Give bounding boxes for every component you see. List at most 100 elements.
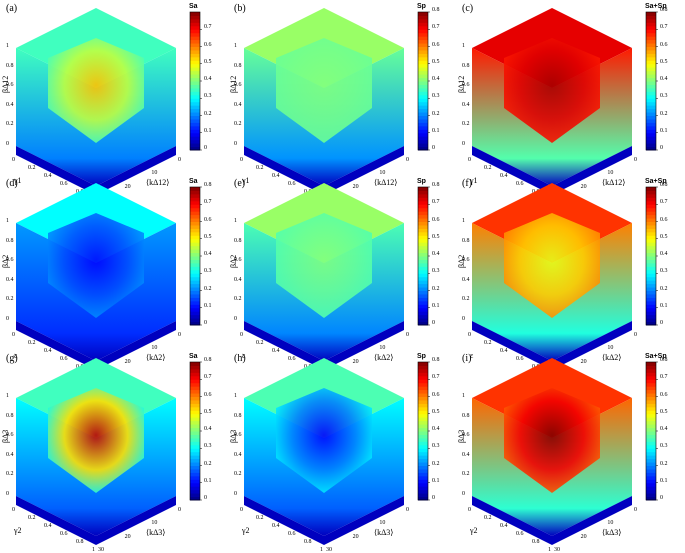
colorbar-segment xyxy=(418,372,428,377)
colorbar-segment xyxy=(190,32,200,37)
colorbar-segment xyxy=(418,458,428,463)
colorbar-segment xyxy=(190,98,200,103)
colorbar-title: Sa xyxy=(189,178,198,185)
colorbar-segment xyxy=(190,224,200,229)
cube-center-region xyxy=(504,213,600,318)
panel-h: 0 0.1 0.2 0.3 0.4 0.5 0.6 0.7 0.8 (h) Sp 0 0.2 0.4 0.6… xyxy=(228,350,456,553)
y-tick-label: 0.4 xyxy=(272,173,280,179)
colorbar-tick-label: 0.1 xyxy=(204,477,212,484)
cube-bottom-band-right xyxy=(552,321,632,370)
colorbar-segment xyxy=(190,84,200,89)
colorbar-segment xyxy=(190,479,200,484)
colorbar-segment xyxy=(646,489,656,494)
colorbar-segment xyxy=(646,132,656,137)
colorbar-segment xyxy=(418,256,428,260)
colorbar-segment xyxy=(190,242,200,247)
colorbar-segment xyxy=(646,314,656,319)
colorbar-segment xyxy=(418,472,428,477)
colorbar-segment xyxy=(646,318,656,323)
colorbar-segment xyxy=(418,427,428,432)
z-tick-label: 0.8 xyxy=(462,62,470,69)
colorbar-segment xyxy=(418,70,428,75)
colorbar-segment xyxy=(646,129,656,134)
colorbar-title: Sa+Sp xyxy=(645,178,667,185)
colorbar-segment xyxy=(646,94,656,99)
colorbar-segment xyxy=(646,444,656,449)
colorbar-segment xyxy=(418,304,428,309)
colorbar-segment xyxy=(418,101,428,106)
x-axis-label: ⟨kΔ2⟩ xyxy=(602,353,622,362)
colorbar-segment xyxy=(646,105,656,110)
cube-plot xyxy=(244,8,430,195)
colorbar-segment xyxy=(418,43,428,47)
colorbar-segment xyxy=(190,207,200,212)
panel-c: 0 0.1 0.2 0.3 0.4 0.5 0.6 0.7 0.8 (c) Sa+Sp 0 0.2 0.4… xyxy=(456,0,684,203)
colorbar-segment xyxy=(646,115,656,120)
cube-center-region xyxy=(48,388,144,493)
colorbar-segment xyxy=(190,49,200,54)
colorbar-segment xyxy=(418,12,428,16)
colorbar-segment xyxy=(190,318,200,323)
z-tick-label: 0.6 xyxy=(234,432,242,439)
colorbar-segment xyxy=(646,74,656,79)
colorbar-segment xyxy=(646,441,656,446)
colorbar-segment xyxy=(418,287,428,291)
y-tick-label: 0.6 xyxy=(516,181,524,187)
x-tick-label: 20 xyxy=(580,183,587,190)
panel-label: (a) xyxy=(6,3,18,14)
colorbar-segment xyxy=(418,252,428,257)
y-tick-label: 0.2 xyxy=(256,340,264,346)
colorbar-segment xyxy=(190,256,200,260)
panel-i: 0 0.1 0.2 0.3 0.4 0.5 0.6 0.7 0.8 (i) Sa+Sp 0 0.2 0.4… xyxy=(456,350,684,553)
colorbar-segment xyxy=(646,67,656,72)
colorbar-segment xyxy=(190,468,200,473)
colorbar-tick-label: 0.4 xyxy=(204,426,212,432)
colorbar-segment xyxy=(190,307,200,312)
colorbar-segment xyxy=(190,125,200,130)
colorbar-segment xyxy=(646,472,656,477)
z-tick-label: 0.6 xyxy=(462,82,470,89)
colorbar-segment xyxy=(190,25,200,30)
colorbar-segment xyxy=(418,431,428,435)
y-tick-label: 0 xyxy=(468,507,471,513)
colorbar-segment xyxy=(418,32,428,37)
colorbar-segment xyxy=(646,365,656,370)
y-tick-label: 0.2 xyxy=(28,340,36,346)
colorbar-segment xyxy=(190,273,200,278)
y-tick-label: 0.8 xyxy=(532,539,540,545)
x-tick-label: 10 xyxy=(151,520,158,527)
z-tick-label: 0.6 xyxy=(6,432,14,439)
colorbar-segment xyxy=(190,427,200,432)
z-tick-label: 0 xyxy=(6,316,9,322)
colorbar-segment xyxy=(646,420,656,425)
y-tick-label: 0.2 xyxy=(28,515,36,521)
colorbar-segment xyxy=(190,53,200,58)
colorbar-tick-label: 0 xyxy=(204,320,207,326)
x-tick-label: 20 xyxy=(124,358,131,365)
colorbar-tick-label: 0.5 xyxy=(432,233,440,240)
colorbar-segment xyxy=(646,276,656,281)
panel-label: (g) xyxy=(6,353,18,364)
colorbar-title: Sp xyxy=(417,178,426,185)
z-tick-label: 0 xyxy=(234,141,237,147)
x-axis-label: ⟨kΔ2⟩ xyxy=(146,353,166,362)
colorbar-segment xyxy=(646,259,656,264)
colorbar-segment xyxy=(418,413,428,418)
colorbar-segment xyxy=(646,479,656,484)
z-tick-label: 0.8 xyxy=(462,237,470,244)
y-tick-label: 1 xyxy=(92,547,95,553)
colorbar-segment xyxy=(646,60,656,65)
y-axis-label: γ1 xyxy=(470,176,478,185)
x-axis-label: ⟨kΔ3⟩ xyxy=(374,528,394,537)
colorbar-segment xyxy=(418,108,428,113)
colorbar-segment xyxy=(190,489,200,494)
z-tick-label: 0.6 xyxy=(462,257,470,264)
colorbar-title: Sa+Sp xyxy=(645,353,667,360)
cube-center-region xyxy=(276,388,372,493)
colorbar-title: Sa xyxy=(189,3,198,10)
colorbar-segment xyxy=(646,43,656,47)
colorbar-segment xyxy=(646,475,656,480)
colorbar-segment xyxy=(418,486,428,491)
y-tick-label: 0.6 xyxy=(60,181,68,187)
colorbar-segment xyxy=(646,81,656,85)
